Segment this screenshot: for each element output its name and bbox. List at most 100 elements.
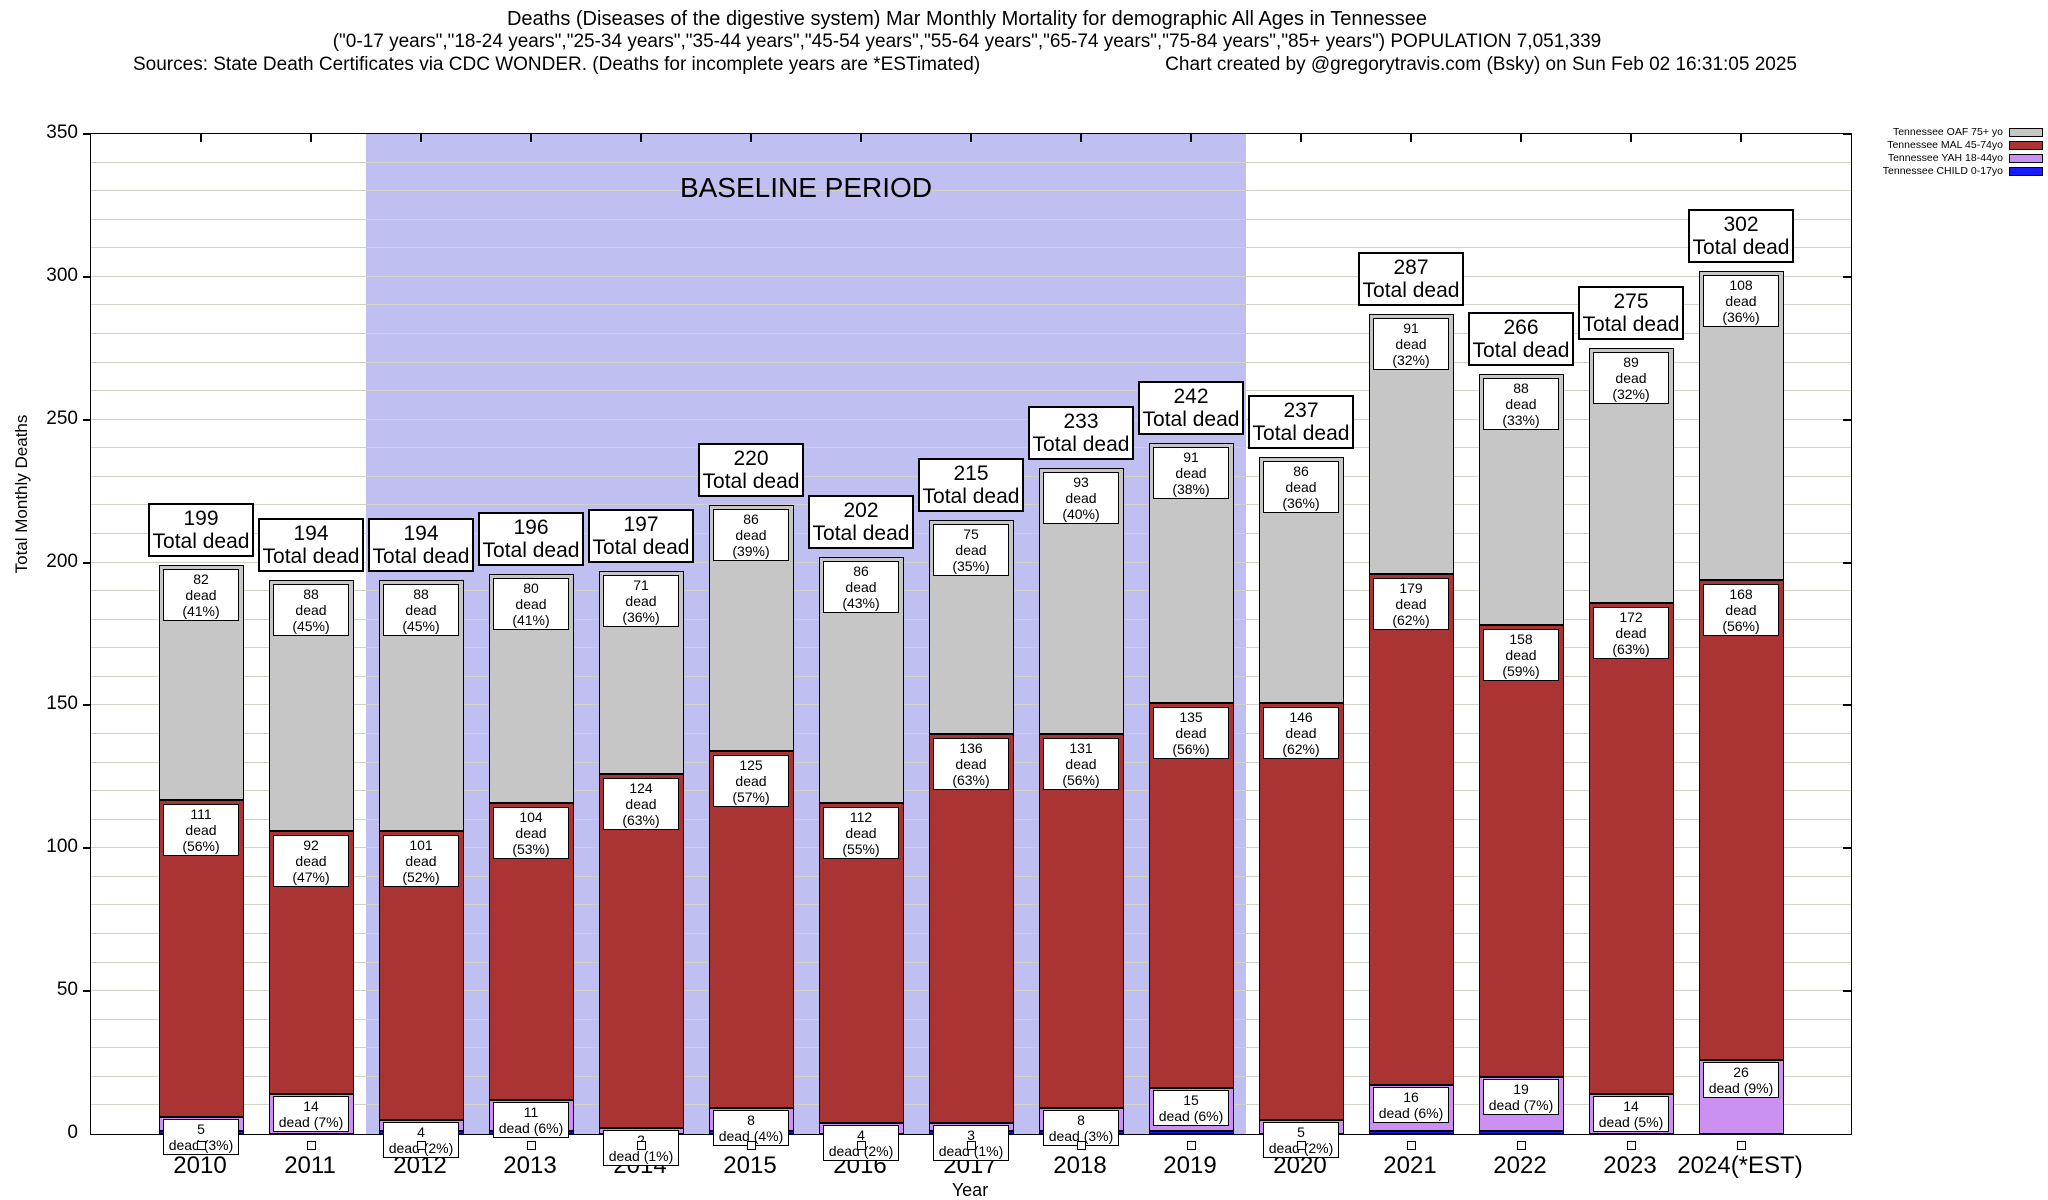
- y-axis-label-250: 250: [46, 407, 78, 429]
- gridline: [91, 190, 1851, 192]
- segment-label-oaf-2017: 75 dead (35%): [933, 523, 1009, 576]
- segment-deaths: 2: [606, 1132, 676, 1148]
- x-axis-year-2024(*EST): 2024(*EST): [1677, 1152, 1803, 1179]
- total-label-2023: 275 Total dead: [1578, 286, 1684, 341]
- total-text: Total dead: [1362, 279, 1460, 302]
- legend-item-1: Tennessee MAL 45-74yo: [1813, 139, 2043, 151]
- total-label-2022: 266 Total dead: [1468, 312, 1574, 366]
- total-value: 196: [513, 516, 549, 539]
- segment-percent: dead (6%): [1158, 1108, 1224, 1125]
- y-axis-label-200: 200: [46, 550, 78, 572]
- total-text: Total dead: [1032, 433, 1130, 457]
- total-label-2017: 215 Total dead: [918, 457, 1024, 512]
- segment-percent: dead (45%): [402, 601, 440, 634]
- segment-deaths: 158: [1509, 631, 1533, 648]
- segment-percent: dead (32%): [1392, 336, 1430, 368]
- x-axis-top-tick-2022: [1520, 134, 1522, 142]
- legend-swatch: [2009, 127, 2043, 137]
- y-axis-tick-200: [83, 561, 91, 564]
- segment-percent: dead (3%): [1048, 1128, 1114, 1145]
- total-text: Total dead: [1142, 407, 1240, 431]
- gridline: [91, 390, 1851, 392]
- x-axis-top-tick-2024(*EST): [1740, 134, 1742, 142]
- y-axis-label-50: 50: [56, 979, 78, 1001]
- legend-swatch: [2009, 153, 2043, 163]
- segment-percent: dead (7%): [278, 1114, 344, 1130]
- segment-deaths: 146: [1289, 708, 1313, 725]
- segment-deaths: 14: [303, 1098, 319, 1114]
- segment-percent: dead (32%): [1612, 370, 1650, 403]
- y-axis-label-100: 100: [46, 836, 78, 858]
- segment-percent: dead (56%): [1172, 724, 1210, 757]
- y-axis-tick-right-300: [1843, 275, 1851, 278]
- total-text: Total dead: [372, 544, 470, 568]
- y-axis-label-350: 350: [46, 122, 78, 143]
- segment-deaths: 11: [523, 1103, 539, 1120]
- total-label-2012: 194 Total dead: [368, 517, 474, 572]
- segment-deaths: 135: [1179, 708, 1203, 725]
- segment-percent: dead (36%): [1722, 293, 1760, 326]
- segment-percent: dead (4%): [718, 1128, 784, 1145]
- bar-segment-mal-2021: [1368, 574, 1454, 1086]
- segment-deaths: 88: [303, 585, 319, 602]
- segment-label-oaf-2016: 86 dead (43%): [823, 560, 899, 613]
- segment-deaths: 136: [959, 740, 983, 756]
- segment-percent: dead (56%): [1062, 756, 1100, 788]
- segment-label-mal-2021: 179 dead (62%): [1373, 578, 1449, 630]
- legend-label: Tennessee MAL 45-74yo: [1887, 139, 2003, 151]
- segment-label-yah-2016: 4 dead (2%): [823, 1124, 899, 1161]
- x-axis-year-2013: 2013: [503, 1152, 557, 1179]
- y-axis-tick-right-350: [1843, 133, 1851, 135]
- legend-label: Tennessee YAH 18-44yo: [1887, 152, 2003, 164]
- segment-label-oaf-2019: 91 dead (38%): [1153, 446, 1229, 499]
- child-marker-2021: [1406, 1141, 1416, 1150]
- total-value: 242: [1173, 384, 1209, 408]
- total-value: 194: [403, 521, 439, 545]
- bar-segment-mal-2023: [1588, 602, 1674, 1094]
- x-axis-top-tick-2017: [970, 134, 972, 142]
- total-label-2019: 242 Total dead: [1138, 380, 1244, 435]
- segment-percent: dead (63%): [1612, 624, 1650, 657]
- segment-deaths: 104: [519, 808, 543, 825]
- x-axis-top-tick-2021: [1410, 134, 1412, 142]
- total-value: 233: [1063, 410, 1099, 434]
- x-axis-top-tick-2019: [1190, 134, 1192, 142]
- segment-deaths: 82: [193, 571, 209, 588]
- segment-percent: dead (45%): [292, 601, 330, 634]
- x-axis-year-2018: 2018: [1053, 1152, 1107, 1179]
- legend-label: Tennessee CHILD 0-17yo: [1882, 165, 2003, 177]
- x-axis-top-tick-2023: [1630, 134, 1632, 142]
- segment-label-mal-2024(*EST): 168 dead (56%): [1703, 583, 1779, 636]
- total-value: 266: [1503, 316, 1539, 339]
- x-axis-year-2021: 2021: [1383, 1152, 1437, 1179]
- y-axis-tick-right-250: [1843, 418, 1851, 421]
- segment-label-oaf-2015: 86 dead (39%): [713, 509, 789, 562]
- segment-deaths: 8: [747, 1112, 755, 1129]
- segment-label-yah-2011: 14 dead (7%): [273, 1096, 349, 1132]
- segment-percent: dead (47%): [292, 853, 330, 886]
- legend: Tennessee OAF 75+ yo Tennessee MAL 45-74y…: [1813, 126, 2043, 178]
- plot-area: BASELINE PERIOD 199 Total dead 82 dead (41%)…: [83, 133, 1852, 1167]
- x-axis-year-2019: 2019: [1163, 1152, 1217, 1179]
- bar-segment-mal-2017: [928, 734, 1014, 1123]
- x-axis-top-tick-2010: [200, 134, 202, 142]
- segment-deaths: 4: [857, 1126, 865, 1143]
- segment-percent: dead (40%): [1062, 490, 1100, 523]
- segment-deaths: 108: [1729, 277, 1753, 294]
- y-axis-tick-350: [83, 133, 91, 135]
- segment-deaths: 86: [853, 562, 869, 579]
- total-text: Total dead: [152, 530, 250, 554]
- segment-label-mal-2015: 125 dead (57%): [713, 755, 789, 808]
- segment-percent: dead (43%): [842, 578, 880, 611]
- y-axis-tick-250: [83, 418, 91, 421]
- segment-deaths: 3: [967, 1126, 975, 1143]
- segment-percent: dead (57%): [732, 773, 770, 806]
- total-value: 237: [1283, 398, 1319, 422]
- y-axis-tick-right-150: [1843, 704, 1851, 707]
- chart-credit-note: Chart created by @gregorytravis.com (Bsk…: [1165, 54, 1797, 75]
- segment-deaths: 15: [1183, 1092, 1199, 1109]
- legend-label: Tennessee OAF 75+ yo: [1892, 126, 2003, 138]
- segment-deaths: 93: [1073, 474, 1089, 491]
- y-axis-tick-right-200: [1843, 561, 1851, 564]
- segment-label-oaf-2022: 88 dead (33%): [1483, 378, 1559, 430]
